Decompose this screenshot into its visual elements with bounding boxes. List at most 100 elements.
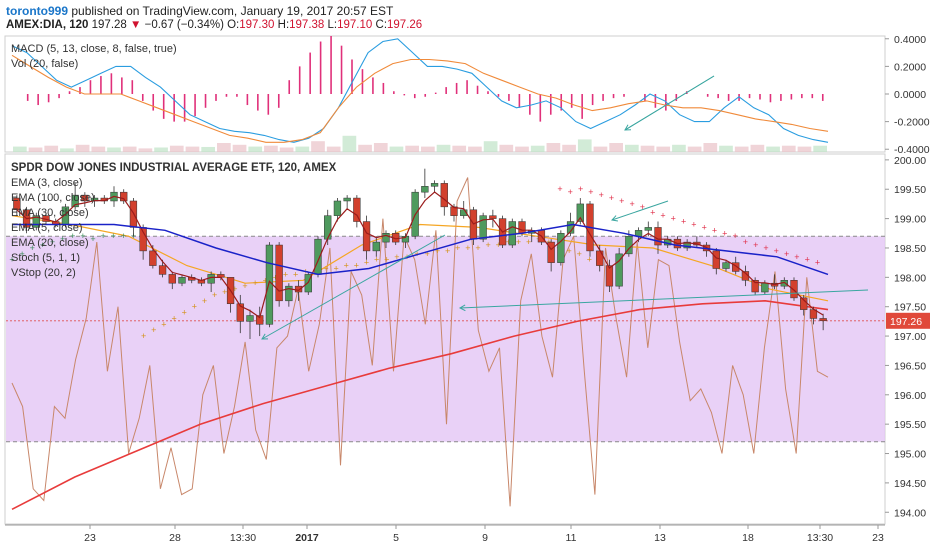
- volume-bar: [44, 145, 59, 152]
- vstop-mark: +: [506, 237, 511, 247]
- price-tick-label: 200.00: [894, 155, 926, 167]
- vstop-mark: +: [577, 249, 582, 259]
- volume-bar: [342, 135, 357, 152]
- vstop-mark: +: [101, 231, 106, 241]
- vstop-mark: +: [465, 243, 470, 253]
- time-tick-label: 11: [566, 532, 577, 544]
- volume-bar: [766, 146, 780, 152]
- candle-body: [71, 194, 79, 208]
- high-label: H:: [277, 19, 290, 31]
- candle-body: [333, 200, 342, 216]
- volume-bar: [499, 144, 514, 152]
- vstop-mark: +: [141, 331, 146, 341]
- trendline: [459, 289, 869, 309]
- vstop-mark: +: [9, 255, 14, 265]
- candle-body: [576, 203, 584, 222]
- volume-bar: [154, 147, 168, 152]
- volume-bar: [656, 146, 671, 152]
- time-tick-label: 23: [84, 532, 96, 544]
- macd-legend: MACD (5, 13, close, 8, false, true) Vol …: [11, 42, 177, 72]
- stoch-line: [11, 177, 829, 507]
- price-legend: SPDR DOW JONES INDUSTRIAL AVERAGE ETF, 1…: [11, 161, 336, 281]
- candle-body: [518, 221, 526, 234]
- vstop-mark: +: [323, 264, 328, 274]
- vstop-mark: +: [753, 240, 758, 250]
- candle-body: [790, 280, 798, 299]
- vstop-mark: +: [151, 325, 156, 335]
- candle-body: [819, 318, 827, 322]
- ema30-line: [12, 223, 829, 276]
- price-badge: [886, 312, 930, 329]
- vstop-mark: +: [691, 219, 696, 229]
- volume-bar: [703, 143, 718, 152]
- price-tick-label: 199.50: [894, 184, 926, 196]
- time-tick-label: 23: [872, 532, 884, 544]
- volume-bar: [687, 146, 702, 152]
- down-arrow-icon: ▼: [130, 19, 142, 31]
- macd-tick-label: -0.2000: [894, 117, 930, 129]
- vstop-mark: +: [111, 231, 116, 241]
- time-tick-label: 18: [742, 532, 754, 544]
- vstop-mark: +: [774, 246, 779, 256]
- volume-bar: [75, 144, 90, 152]
- price-tick-label: 194.00: [894, 507, 926, 519]
- vstop-mark: +: [242, 281, 247, 291]
- legend-stoch: Stoch (5, 1, 1): [11, 252, 81, 264]
- vstop-mark: +: [161, 319, 166, 329]
- vstop-mark: +: [394, 252, 399, 262]
- candle-body: [605, 265, 614, 287]
- vstop-mark: +: [50, 237, 55, 247]
- vstop-mark: +: [40, 240, 45, 250]
- candle-body: [353, 197, 361, 222]
- candle-body: [430, 183, 439, 187]
- candle-body: [508, 221, 516, 246]
- trendline: [261, 234, 446, 340]
- vstop-mark: +: [671, 214, 676, 224]
- volume-bar: [279, 147, 294, 152]
- volume-bar: [13, 146, 27, 152]
- author-link[interactable]: toronto999: [6, 4, 69, 18]
- volume-bar: [672, 144, 686, 152]
- vstop-mark: +: [566, 246, 571, 256]
- time-tick-label: 28: [169, 532, 181, 544]
- candle-body: [644, 227, 652, 231]
- volume-bar: [813, 145, 827, 152]
- vstop-mark: +: [202, 296, 207, 306]
- vstop-mark: +: [171, 313, 176, 323]
- candle-body: [489, 215, 497, 219]
- candle-body: [421, 186, 429, 193]
- vstop-mark: +: [588, 187, 593, 197]
- volume-bar: [546, 143, 561, 152]
- vstop-mark: +: [496, 240, 501, 250]
- vstop-mark: +: [732, 231, 737, 241]
- candle-body: [440, 183, 448, 208]
- last-price: 197.28: [91, 19, 127, 31]
- legend-vstop: VStop (20, 2): [11, 267, 76, 279]
- price-tick-label: 196.00: [894, 390, 926, 402]
- ema20-line: [11, 215, 829, 302]
- symbol-name: AMEX:DIA, 120: [6, 19, 89, 31]
- vstop-mark: +: [222, 287, 227, 297]
- symbol-bar: AMEX:DIA, 120 197.28 ▼ −0.67 (−0.34%) O:…: [6, 19, 422, 31]
- macd-label: MACD (5, 13, close, 8, false, true): [11, 43, 177, 55]
- vstop-mark: +: [702, 222, 707, 232]
- volume-bar: [122, 146, 137, 152]
- candle-body: [32, 215, 40, 228]
- trendline: [611, 200, 669, 221]
- volume-bar: [781, 145, 796, 152]
- candle-body: [275, 244, 283, 302]
- volume-bar: [232, 144, 247, 152]
- vstop-mark: +: [293, 269, 298, 279]
- candle-body: [654, 227, 662, 246]
- candle-body: [712, 250, 720, 269]
- vstop-mark: +: [712, 225, 717, 235]
- legend-ema3: EMA (3, close): [11, 177, 83, 189]
- volume-bar: [452, 145, 467, 152]
- trendline-arrow: [611, 215, 618, 222]
- vstop-mark: +: [805, 255, 810, 265]
- volume-bar: [719, 145, 733, 152]
- price-tick-label: 197.00: [894, 331, 926, 343]
- low-value: 197.10: [337, 19, 373, 31]
- time-tick-label: 13:30: [230, 532, 256, 544]
